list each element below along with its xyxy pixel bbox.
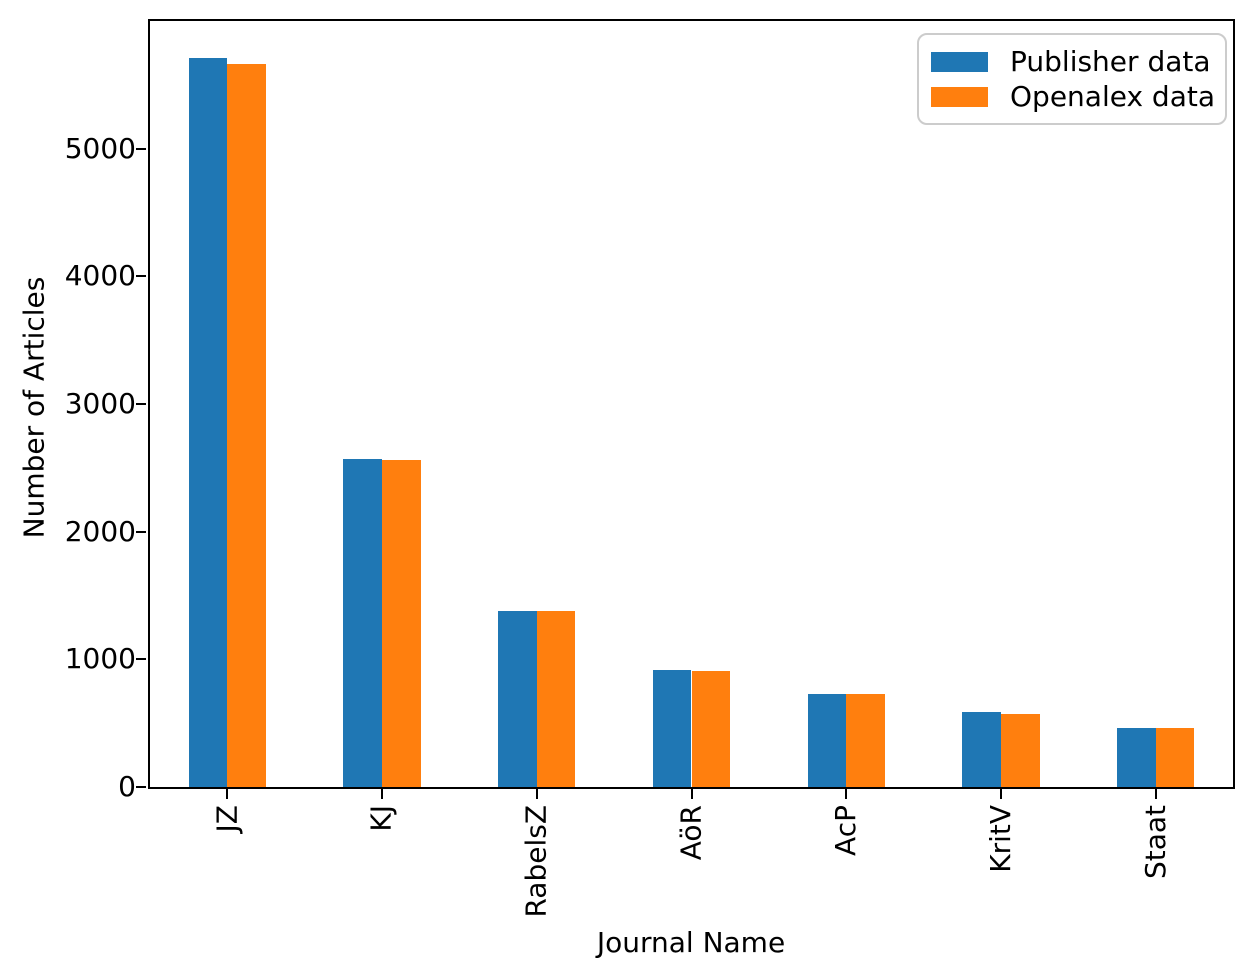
y-tick-mark-3000 xyxy=(136,403,146,405)
x-tick-mark-AcP xyxy=(845,789,848,799)
x-tick-mark-KritV xyxy=(999,789,1002,799)
plot-area xyxy=(148,19,1235,789)
x-tick-mark-JZ xyxy=(226,789,229,799)
x-tick-mark-RabelsZ xyxy=(535,789,538,799)
y-axis-title: Number of Articles xyxy=(17,276,51,538)
bar-publisher-data-JZ xyxy=(188,58,228,787)
x-tick-label-text: RabelsZ xyxy=(519,805,553,918)
bar-publisher-data-RabelsZ xyxy=(498,610,537,787)
bar-openalex-data-RabelsZ xyxy=(536,610,576,787)
legend: Publisher data Openalex data xyxy=(917,33,1227,125)
x-tick-mark-AöR xyxy=(690,789,693,799)
x-tick-label-text: KritV xyxy=(983,805,1017,873)
bar-openalex-data-AcP xyxy=(846,694,885,787)
legend-swatch xyxy=(931,86,988,107)
bar-openalex-data-JZ xyxy=(227,64,267,787)
bar-openalex-data-KJ xyxy=(382,459,421,787)
y-tick-label-1000: 1000 xyxy=(64,642,136,676)
bar-openalex-data-KritV xyxy=(1000,713,1040,787)
y-tick-mark-0 xyxy=(136,786,146,788)
x-tick-mark-Staat xyxy=(1154,789,1157,799)
y-tick-label-4000: 4000 xyxy=(64,259,136,293)
bar-openalex-data-Staat xyxy=(1155,727,1195,787)
y-tick-mark-2000 xyxy=(136,530,146,533)
bar-publisher-data-KJ xyxy=(343,458,383,787)
legend-label: Publisher data xyxy=(1010,44,1211,78)
legend-item-publisher-data: Publisher data xyxy=(931,45,1213,79)
bar-publisher-data-AöR xyxy=(652,669,692,787)
x-tick-label-text: AcP xyxy=(829,805,863,856)
bar-publisher-data-KritV xyxy=(962,712,1001,787)
legend-item-openalex-data: Openalex data xyxy=(931,79,1215,114)
x-tick-label-text: Staat xyxy=(1138,805,1172,880)
legend-swatch xyxy=(931,51,988,72)
y-tick-mark-1000 xyxy=(136,658,146,661)
y-tick-mark-4000 xyxy=(136,275,146,278)
x-tick-label-text: AöR xyxy=(674,805,708,861)
bar-publisher-data-AcP xyxy=(807,693,847,787)
y-tick-label-0: 0 xyxy=(118,770,136,803)
y-tick-label-5000: 5000 xyxy=(64,131,136,165)
bar-openalex-data-AöR xyxy=(691,670,731,787)
bar-publisher-data-Staat xyxy=(1116,727,1156,787)
x-tick-label-text: KJ xyxy=(365,805,399,832)
x-tick-mark-KJ xyxy=(381,789,384,799)
y-tick-label-3000: 3000 xyxy=(64,387,136,420)
y-tick-mark-5000 xyxy=(136,147,146,150)
x-tick-label-text: JZ xyxy=(210,805,244,833)
bars-layer xyxy=(150,21,1233,787)
legend-label: Openalex data xyxy=(1010,79,1215,113)
x-axis-title: Journal Name xyxy=(596,925,786,959)
y-tick-label-2000: 2000 xyxy=(64,514,136,548)
